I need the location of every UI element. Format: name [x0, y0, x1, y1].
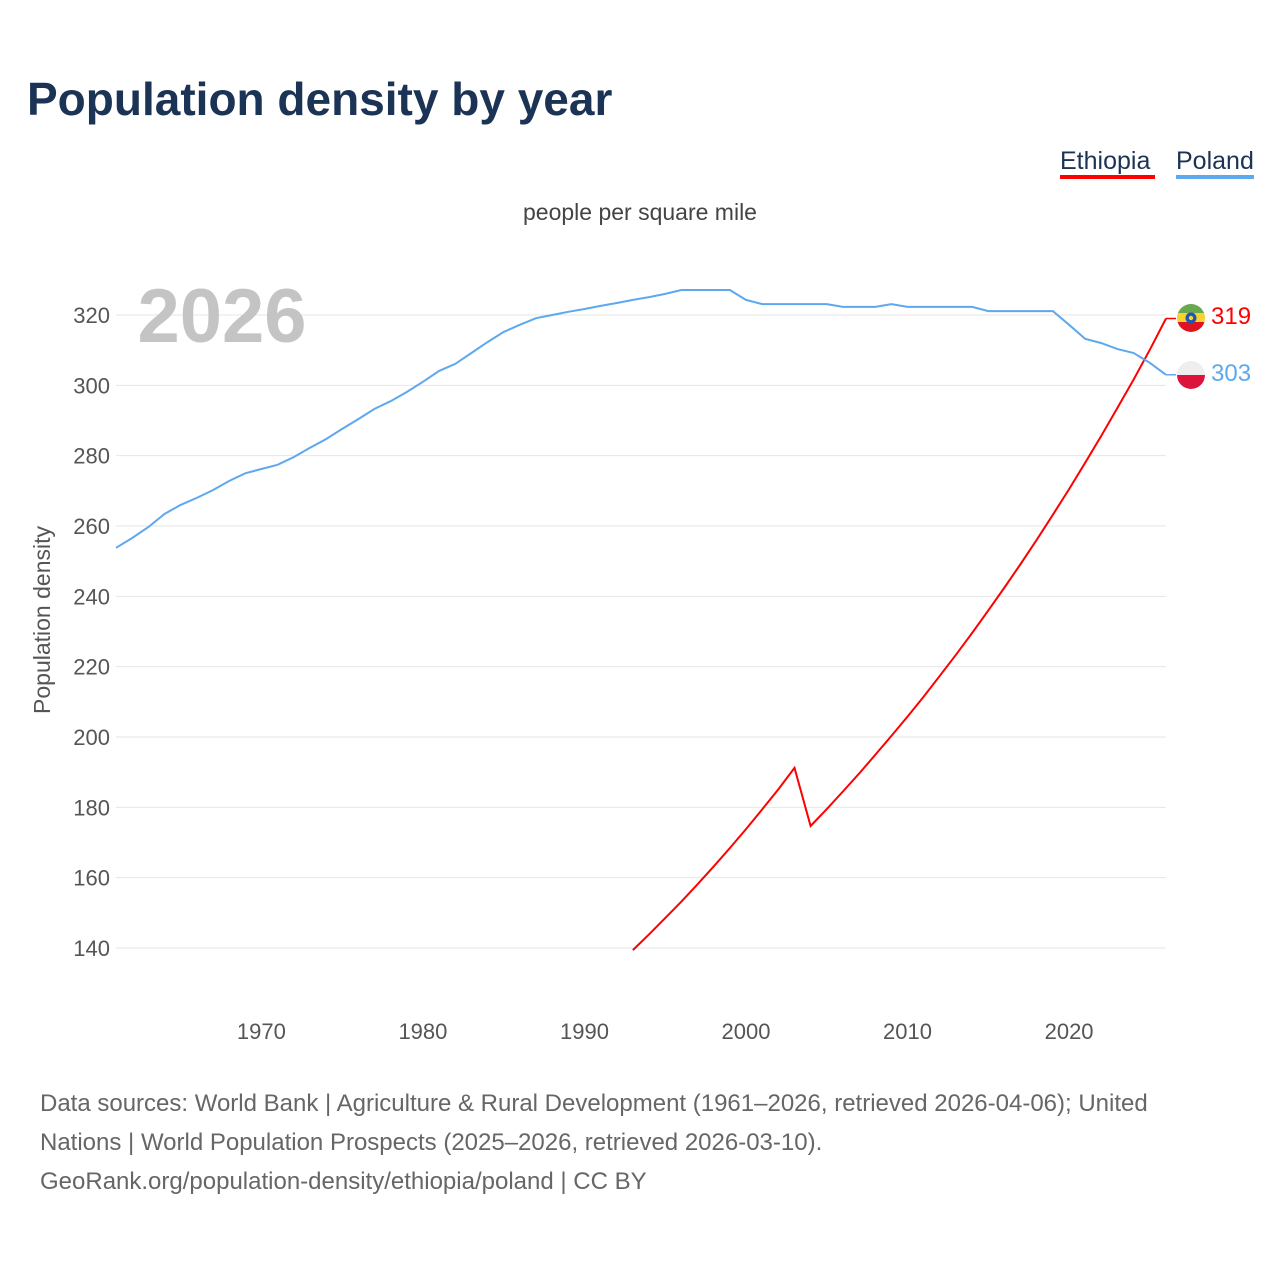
y-tick-label: 220: [73, 655, 110, 680]
y-axis-ticks: 140 160 180 200 220 240 260 280 300 320: [73, 303, 110, 961]
year-watermark: 2026: [137, 274, 306, 359]
end-label-ethiopia: 319: [1211, 303, 1251, 330]
x-tick-label: 2000: [722, 1019, 771, 1044]
end-label-poland: 303: [1211, 360, 1251, 387]
legend-swatch-ethiopia: [1060, 175, 1155, 179]
x-tick-label: 2020: [1045, 1019, 1094, 1044]
ethiopia-flag-icon: [1177, 304, 1205, 332]
y-axis-label: Population density: [29, 526, 55, 714]
y-tick-label: 240: [73, 584, 110, 609]
series-lines: [115, 289, 1176, 951]
poland-flag-icon: [1177, 361, 1205, 389]
x-tick-label: 1990: [560, 1019, 609, 1044]
legend-item-ethiopia[interactable]: Ethiopia: [1060, 147, 1150, 175]
x-tick-label: 1980: [398, 1019, 447, 1044]
footer-source-line-1: Data sources: World Bank | Agriculture &…: [40, 1090, 1148, 1117]
y-tick-label: 180: [73, 795, 110, 820]
y-tick-label: 280: [73, 444, 110, 469]
y-tick-label: 160: [73, 866, 110, 891]
gridlines: [116, 314, 1166, 949]
chart-title: Population density by year: [27, 73, 612, 125]
y-tick-label: 300: [73, 373, 110, 398]
x-tick-label: 2010: [883, 1019, 932, 1044]
y-tick-label: 320: [73, 303, 110, 328]
series-line-ethiopia: [632, 318, 1167, 951]
y-tick-label: 200: [73, 725, 110, 750]
chart-subtitle: people per square mile: [523, 199, 757, 225]
series-line-poland: [115, 289, 1167, 549]
legend-item-poland[interactable]: Poland: [1176, 147, 1254, 175]
x-tick-label: 1970: [237, 1019, 286, 1044]
footer-source-link[interactable]: GeoRank.org/population-density/ethiopia/…: [40, 1168, 647, 1195]
footer-source-line-2: Nations | World Population Prospects (20…: [40, 1129, 822, 1156]
y-tick-label: 140: [73, 936, 110, 961]
legend-swatch-poland: [1176, 175, 1254, 179]
legend: Ethiopia Poland: [1060, 147, 1254, 179]
x-axis-ticks: 1970 1980 1990 2000 2010 2020: [237, 1019, 1094, 1044]
y-tick-label: 260: [73, 514, 110, 539]
